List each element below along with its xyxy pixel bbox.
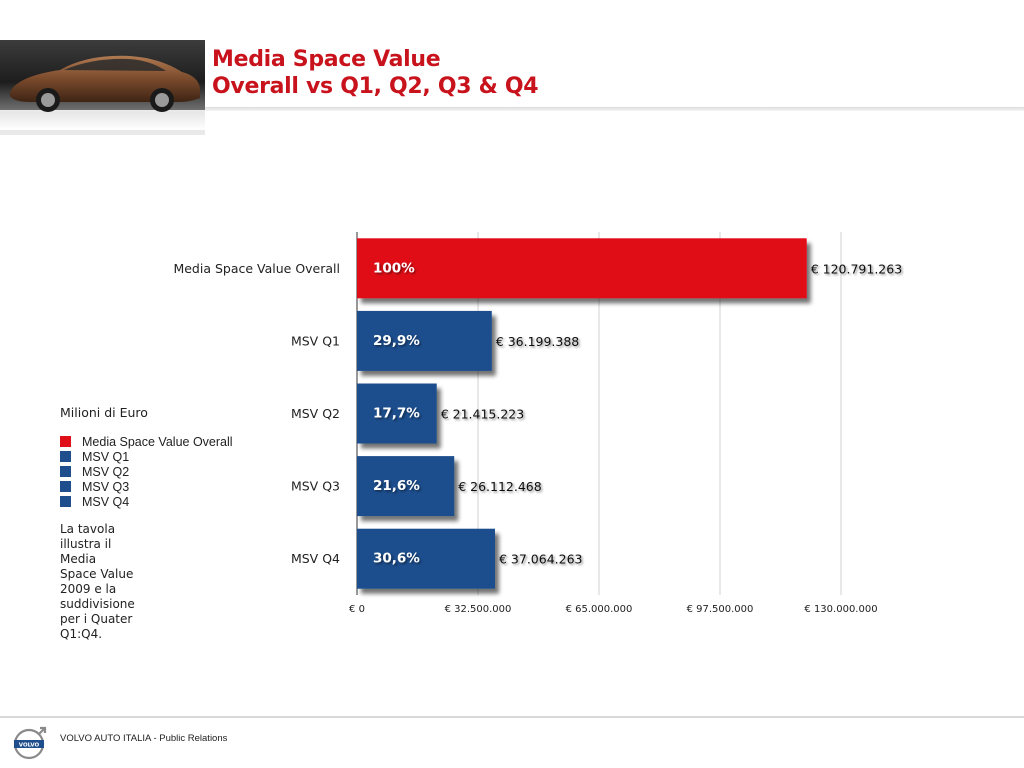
header-divider [205,107,1024,111]
legend-item: Media Space Value Overall [60,434,260,449]
page-title-line-2: Overall vs Q1, Q2, Q3 & Q4 [212,74,539,99]
header-shadow [0,112,205,130]
unit-label: Milioni di Euro [60,405,148,420]
legend-item: MSV Q3 [60,479,260,494]
percent-label: 21,6% [373,478,420,494]
chart-legend: Media Space Value Overall MSV Q1 MSV Q2 MSV… [60,434,260,509]
percent-label: 17,7% [373,406,420,422]
legend-label: MSV Q3 [82,479,130,494]
bar [357,528,495,589]
legend-label: MSV Q1 [82,449,130,464]
bar [357,383,437,444]
volvo-logo-icon: VOLVO [13,726,47,760]
logo-text: VOLVO [19,743,40,749]
x-tick-label: € 32.500.000 [445,604,512,615]
footer-company-text: VOLVO AUTO ITALIA - Public Relations [60,733,228,744]
category-label: MSV Q3 [291,479,340,494]
category-label: MSV Q1 [291,333,340,348]
value-label: € 37.064.263 [499,552,583,567]
legend-swatch [60,481,71,492]
percent-label: 30,6% [373,551,420,567]
bar [357,310,492,371]
legend-item: MSV Q2 [60,464,260,479]
value-label: € 120.791.263 [811,261,902,276]
chart-bars [357,238,807,589]
category-label: MSV Q4 [291,551,340,566]
header: Media Space Value Overall vs Q1, Q2, Q3 … [0,0,1024,135]
bar [357,238,807,299]
page-title-line-1: Media Space Value [212,47,441,72]
value-label: € 26.112.468 [458,479,542,494]
legend-swatch [60,451,71,462]
side-panel: Milioni di Euro Media Space Value Overal… [60,405,260,642]
legend-swatch [60,466,71,477]
legend-item: MSV Q1 [60,449,260,464]
footer-divider [0,716,1024,718]
legend-label: MSV Q2 [82,464,130,479]
legend-label: MSV Q4 [82,494,130,509]
category-label: Media Space Value Overall [173,261,340,276]
footer: VOLVO VOLVO AUTO ITALIA - Public Relatio… [0,716,1024,768]
value-label: € 21.415.223 [441,407,525,422]
chart-description: La tavola illustra il Media Space Value … [60,522,135,641]
percent-label: 100% [373,260,415,276]
x-tick-label: € 130.000.000 [804,604,877,615]
chart-x-axis: € 0 € 32.500.000 € 65.000.000 € 97.500.000 €… [349,604,878,615]
bar [357,456,455,517]
x-tick-label: € 0 [349,604,365,615]
legend-label: Media Space Value Overall [82,434,233,449]
x-tick-label: € 97.500.000 [687,604,754,615]
chart-labels: Media Space Value Overall 100% € 120.791.2… [173,260,902,566]
legend-swatch [60,436,71,447]
legend-swatch [60,496,71,507]
legend-item: MSV Q4 [60,494,260,509]
value-label: € 36.199.388 [496,334,580,349]
category-label: MSV Q2 [291,406,340,421]
x-tick-label: € 65.000.000 [566,604,633,615]
percent-label: 29,9% [373,333,420,349]
